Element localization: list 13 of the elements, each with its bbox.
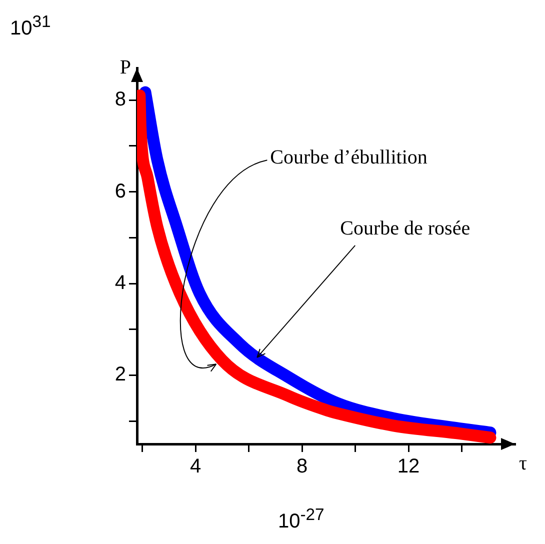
y-tick-label: 2 — [114, 364, 126, 386]
x-tick-label: 4 — [190, 456, 202, 478]
y-tick-label: 6 — [114, 180, 126, 202]
x-axis-title: τ — [519, 452, 528, 474]
annotation: Courbe d’ébullition — [270, 146, 428, 168]
y-tick-label: 8 — [114, 88, 126, 111]
annotation: Courbe de rosée — [340, 218, 470, 240]
text: 10$^{-27}$ — [278, 505, 324, 534]
x-tick-label: 8 — [296, 456, 308, 478]
x-tick-label: 12 — [397, 456, 420, 478]
text: 10$^{31}$ — [10, 12, 51, 41]
y-axis-title: P — [120, 56, 131, 78]
y-tick-label: 4 — [114, 272, 126, 294]
